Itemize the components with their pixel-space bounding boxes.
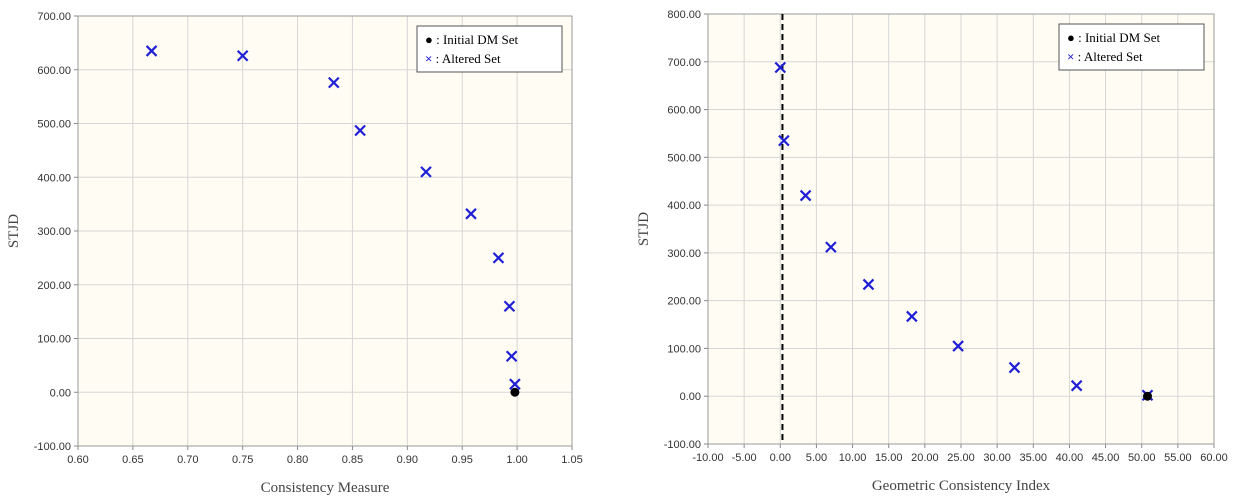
altered-set-point: [465, 208, 477, 220]
x-tick-label: 0.75: [232, 454, 253, 466]
y-tick-label: 600.00: [667, 105, 701, 117]
plot-border: [707, 13, 1215, 445]
altered-set-point: [145, 45, 158, 57]
x-tick-label: 0.90: [397, 454, 418, 466]
altered-set-point: [799, 189, 812, 202]
altered-set-point: [774, 61, 787, 74]
chart-geometric-consistency-index: -10.00 -5.00 0.00 5.00 10.00 15.00 20.00 25.00 3…: [636, 9, 1228, 494]
x-axis-title: Consistency Measure: [261, 480, 390, 496]
legend-box: [416, 25, 563, 73]
y-tick-label: 800.00: [667, 9, 701, 21]
x-tick-label: 15.00: [875, 452, 903, 464]
x-tick-label: 10.00: [839, 452, 867, 464]
x-tick-label: 1.05: [561, 454, 582, 466]
altered-set-point: [509, 378, 521, 390]
x-tick-label: 35.00: [1020, 452, 1048, 464]
chart-consistency-measure: 0.60 0.65 0.70 0.75 0.80 0.85 0.90 0.95 1.00 1.05…: [6, 11, 583, 496]
y-tick-label: 600.00: [37, 65, 71, 77]
y-tick-label: 100.00: [667, 343, 701, 355]
x-tick-label: 1.00: [506, 454, 527, 466]
y-tick-label: 500.00: [37, 119, 71, 131]
x-tick-label: 25.00: [947, 452, 975, 464]
x-tick-label: 0.70: [177, 454, 198, 466]
y-tick-label: -100.00: [664, 439, 701, 451]
altered-set-point: [505, 350, 518, 363]
x-tick-label: 30.00: [983, 452, 1011, 464]
x-tick-label: 0.00: [770, 452, 791, 464]
legend-item-initial: ● : Initial DM Set: [425, 32, 518, 47]
y-tick-label: 200.00: [667, 296, 701, 308]
legend: ● : Initial DM Set × : Altered Set: [416, 25, 563, 73]
y-tick-label: 400.00: [37, 172, 71, 184]
altered-set-point: [492, 252, 505, 264]
x-tick-label: -10.00: [692, 452, 723, 464]
x-tick-label: 50.00: [1128, 452, 1156, 464]
altered-set-point: [778, 134, 790, 147]
altered-set-point: [354, 124, 366, 137]
initial-dm-point: [510, 387, 520, 397]
legend-item-altered: × : Altered Set: [425, 51, 501, 66]
y-tick-label: 100.00: [37, 334, 71, 346]
x-axis-title: Geometric Consistency Index: [872, 478, 1051, 494]
x-tick-label: 0.80: [287, 454, 308, 466]
y-axis-title: STJD: [6, 214, 22, 248]
altered-set-point: [952, 340, 964, 352]
y-tick-label: 200.00: [37, 280, 71, 292]
x-tick-label: 60.00: [1200, 452, 1228, 464]
y-tick-label: 500.00: [667, 152, 701, 164]
plot-border: [77, 15, 573, 447]
y-tick-label: 0.00: [50, 387, 71, 399]
legend-box: [1058, 23, 1205, 71]
x-tick-label: 0.65: [122, 454, 143, 466]
altered-set-point: [503, 300, 516, 313]
initial-dm-point: [1142, 391, 1152, 401]
legend-item-initial: ● : Initial DM Set: [1067, 30, 1160, 45]
y-tick-label: 300.00: [667, 248, 701, 260]
y-tick-label: 300.00: [37, 226, 71, 238]
altered-set-point: [862, 278, 875, 291]
y-tick-label: 0.00: [680, 391, 701, 403]
altered-set-point: [1008, 361, 1021, 374]
altered-set-point: [236, 49, 249, 62]
altered-set-point: [906, 310, 918, 323]
altered-set-point: [328, 76, 340, 89]
x-tick-label: 5.00: [806, 452, 827, 464]
y-tick-label: -100.00: [34, 441, 71, 453]
x-tick-label: 55.00: [1164, 452, 1192, 464]
x-tick-label: 40.00: [1056, 452, 1084, 464]
altered-set-point: [1070, 379, 1083, 392]
altered-set-point: [825, 241, 837, 253]
legend-item-altered: × : Altered Set: [1067, 49, 1143, 64]
y-tick-label: 700.00: [667, 57, 701, 69]
x-tick-label: 45.00: [1092, 452, 1120, 464]
legend: ● : Initial DM Set × : Altered Set: [1058, 23, 1205, 71]
altered-set-point: [420, 166, 432, 178]
x-tick-label: 0.95: [452, 454, 473, 466]
x-tick-label: -5.00: [732, 452, 757, 464]
x-tick-label: 0.85: [342, 454, 363, 466]
y-tick-label: 700.00: [37, 11, 71, 23]
y-axis-title: STJD: [636, 212, 652, 246]
x-tick-label: 0.60: [67, 454, 88, 466]
x-tick-label: 20.00: [911, 452, 939, 464]
y-tick-label: 400.00: [667, 200, 701, 212]
